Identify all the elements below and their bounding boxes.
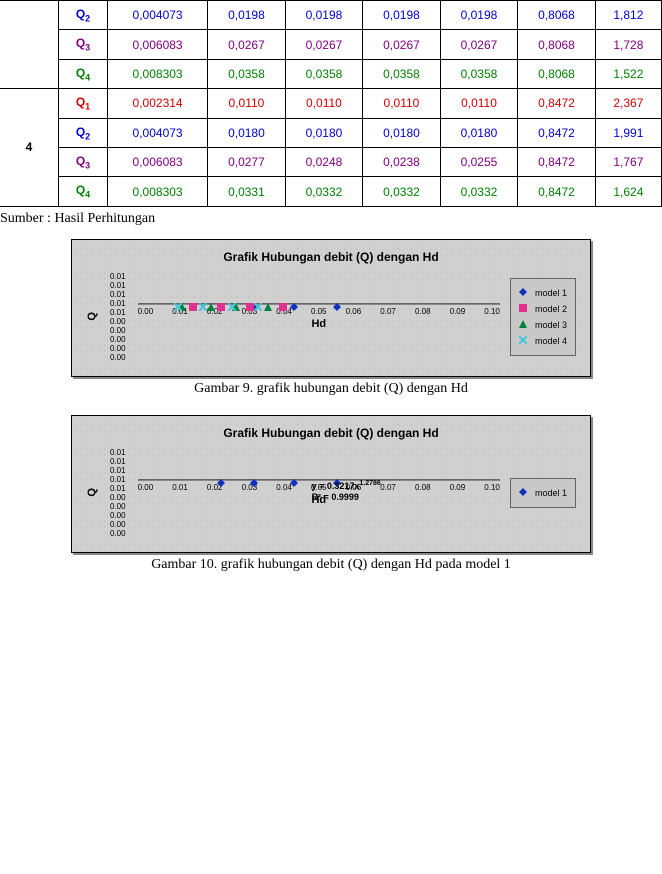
chart-b-title: Grafik Hubungan debit (Q) dengan Hd <box>86 426 576 440</box>
data-table: Q20,0040730,01980,01980,01980,01980,8068… <box>0 0 662 207</box>
chart-b-legend: model 1 <box>510 478 576 508</box>
table-source-caption: Sumber : Hasil Perhitungan <box>0 211 662 227</box>
chart-a-plot <box>138 303 500 305</box>
chart-a-legend: model 1model 2model 3model 4 <box>510 278 576 356</box>
chart-a-yticks: 0.010.010.010.010.010.000.000.000.000.00 <box>110 272 128 362</box>
chart-b-plot: y = 0.3217x1.2786R² = 0.9999 <box>138 479 500 481</box>
figure-9-caption: Gambar 9. grafik hubungan debit (Q) deng… <box>0 381 662 397</box>
chart-b-yticks: 0.010.010.010.010.010.000.000.000.000.00 <box>110 448 128 538</box>
chart-a-title: Grafik Hubungan debit (Q) dengan Hd <box>86 250 576 264</box>
chart-a-xlabel: Hd <box>138 318 500 330</box>
chart-b-ylabel: Q <box>86 488 98 497</box>
figure-10-caption: Gambar 10. grafik hubungan debit (Q) den… <box>0 557 662 573</box>
chart-a: Grafik Hubungan debit (Q) dengan Hd Q 0.… <box>71 239 591 377</box>
chart-a-ylabel: Q <box>86 312 98 321</box>
chart-b: Grafik Hubungan debit (Q) dengan Hd Q 0.… <box>71 415 591 553</box>
